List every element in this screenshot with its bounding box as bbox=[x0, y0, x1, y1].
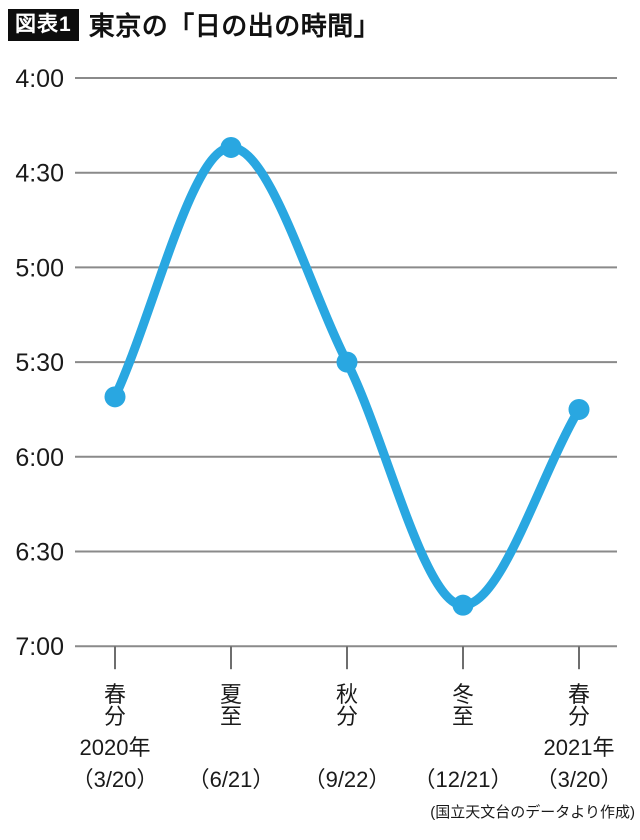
data-point bbox=[568, 398, 590, 420]
figure-number-badge: 図表1 bbox=[8, 8, 79, 41]
x-season-label: 至 bbox=[220, 704, 242, 729]
y-tick-label: 4:30 bbox=[15, 160, 64, 188]
data-point bbox=[452, 594, 474, 616]
x-season-label: 至 bbox=[452, 704, 474, 729]
data-point bbox=[220, 136, 242, 158]
x-year-label: 2021年 bbox=[544, 735, 615, 760]
y-tick-label: 4:00 bbox=[15, 65, 64, 93]
x-season-label: 分 bbox=[568, 704, 590, 729]
sunrise-curve bbox=[110, 142, 584, 610]
y-tick-label: 5:00 bbox=[15, 254, 64, 282]
data-point bbox=[336, 351, 358, 373]
x-season-label: 秋 bbox=[336, 682, 358, 707]
x-date-label: （6/21） bbox=[188, 767, 275, 792]
x-season-label: 春 bbox=[104, 682, 126, 707]
y-tick-label: 7:00 bbox=[15, 633, 64, 661]
x-season-label: 分 bbox=[104, 704, 126, 729]
x-date-label: （3/20） bbox=[536, 767, 623, 792]
x-date-label: （3/20） bbox=[72, 767, 159, 792]
x-season-label: 夏 bbox=[220, 682, 242, 707]
x-date-label: （12/21） bbox=[413, 767, 512, 792]
x-year-label: 2020年 bbox=[80, 735, 151, 760]
figure-title: 東京の「日の出の時間」 bbox=[88, 11, 381, 41]
x-season-label: 冬 bbox=[452, 682, 474, 707]
x-season-label: 春 bbox=[568, 682, 590, 707]
y-tick-label: 6:00 bbox=[15, 444, 64, 472]
y-tick-label: 6:30 bbox=[15, 539, 64, 567]
x-date-label: （9/22） bbox=[304, 767, 391, 792]
x-season-label: 分 bbox=[336, 704, 358, 729]
figure-header: 図表1 東京の「日の出の時間」 bbox=[8, 6, 380, 43]
source-note: (国立天文台のデータより作成) bbox=[430, 804, 635, 821]
y-tick-label: 5:30 bbox=[15, 349, 64, 377]
data-point bbox=[104, 386, 126, 408]
